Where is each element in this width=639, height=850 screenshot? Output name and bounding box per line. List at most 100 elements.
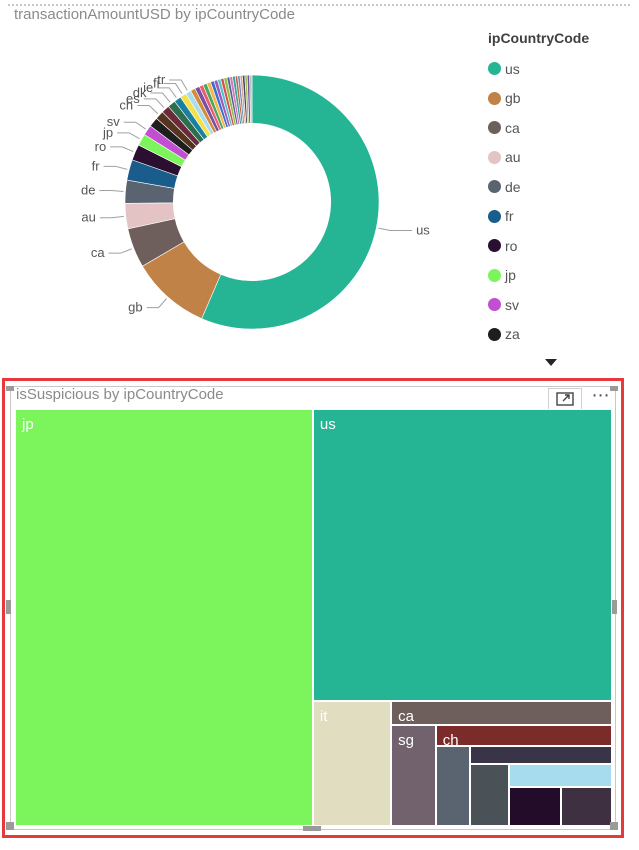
donut-leader-line	[123, 121, 146, 130]
legend-marker	[488, 121, 501, 135]
resize-handle-top-right[interactable]	[610, 386, 618, 391]
treemap-selection-frame	[2, 378, 624, 838]
donut-chart-title: transactionAmountUSD by ipCountryCode	[14, 6, 295, 23]
legend-item-ro[interactable]: ro	[488, 231, 628, 261]
legend-label: jp	[505, 267, 516, 284]
donut-slices	[124, 74, 380, 330]
resize-handle-bottom[interactable]	[303, 826, 321, 831]
donut-legend: ipCountryCode us gb ca au de fr ro jp sv za	[488, 30, 628, 349]
legend-item-de[interactable]: de	[488, 172, 628, 202]
legend-label: ca	[505, 119, 520, 136]
donut-leader-line	[163, 83, 183, 94]
treemap-label-ch: ch	[442, 731, 459, 749]
legend-marker	[488, 150, 501, 164]
legend-title: ipCountryCode	[488, 30, 590, 46]
donut-label-gb: gb	[128, 300, 142, 315]
legend-item-gb[interactable]: gb	[488, 84, 628, 114]
treemap-tile-c7[interactable]	[435, 746, 470, 826]
treemap-chart[interactable]: jp us it ca sg ch	[15, 409, 612, 826]
donut-label-tr: tr	[157, 72, 166, 87]
treemap-tile-c9[interactable]	[469, 764, 509, 826]
legend-marker	[488, 91, 501, 105]
treemap-label-it: it	[319, 707, 328, 725]
legend-item-jp[interactable]: jp	[488, 261, 628, 291]
donut-label-ca: ca	[91, 245, 106, 260]
donut-label-ro: ro	[95, 139, 107, 154]
donut-label-sv: sv	[107, 114, 121, 129]
donut-leader-line	[157, 87, 177, 98]
donut-label-fi: fi	[153, 76, 160, 91]
focus-mode-icon	[556, 392, 574, 406]
legend-label: gb	[505, 90, 521, 107]
donut-leader-line	[99, 215, 124, 219]
treemap-tile-c10[interactable]	[508, 764, 612, 788]
donut-leader-line	[110, 146, 134, 153]
resize-handle-bottom-left[interactable]	[6, 822, 14, 830]
legend-label: za	[505, 326, 520, 343]
treemap-tile-sg[interactable]: sg	[391, 724, 436, 826]
treemap-tile-c12[interactable]	[561, 787, 612, 826]
donut-leader-line	[378, 227, 413, 232]
donut-leader-line	[99, 190, 124, 192]
legend-label: sv	[505, 296, 519, 313]
donut-label-ie: ie	[143, 80, 153, 95]
donut-leader-line	[146, 298, 167, 309]
treemap-tile-ca[interactable]: ca	[391, 700, 612, 725]
treemap-tile-c8[interactable]	[469, 746, 612, 765]
treemap-label-sg: sg	[398, 731, 414, 749]
legend-marker	[488, 62, 501, 76]
legend-marker	[488, 327, 501, 341]
legend-item-za[interactable]: za	[488, 320, 628, 350]
treemap-label-us: us	[319, 416, 336, 433]
donut-label-ch: ch	[119, 98, 133, 113]
legend-item-us[interactable]: us	[488, 54, 628, 84]
donut-label-jp: jp	[102, 125, 113, 140]
legend-label: au	[505, 149, 521, 166]
donut-label-dk: dk	[133, 85, 147, 100]
legend-label: us	[505, 60, 520, 77]
legend-item-sv[interactable]: sv	[488, 290, 628, 320]
more-options-icon[interactable]: ⋯	[591, 385, 611, 405]
resize-handle-right[interactable]	[612, 600, 617, 614]
resize-handle-bottom-right[interactable]	[610, 822, 618, 830]
treemap-tile-jp[interactable]: jp	[15, 409, 313, 826]
donut-leader-line	[143, 98, 165, 109]
legend-marker	[488, 268, 501, 282]
donut-slice-o20[interactable]	[249, 74, 253, 124]
resize-handle-top-left[interactable]	[6, 386, 14, 391]
legend-item-fr[interactable]: fr	[488, 202, 628, 232]
treemap-label-ca: ca	[398, 707, 414, 725]
treemap-chart-title: isSuspicious by ipCountryCode	[16, 386, 224, 403]
legend-marker	[488, 209, 501, 223]
legend-label: de	[505, 178, 521, 195]
legend-label: ro	[505, 237, 518, 254]
treemap-tile-us[interactable]: us	[312, 409, 612, 701]
donut-label-es: es	[126, 91, 140, 106]
donut-leader-line	[137, 105, 159, 115]
donut-label-fr: fr	[92, 158, 101, 173]
treemap-tile-it[interactable]: it	[312, 700, 392, 826]
legend-marker	[488, 239, 501, 253]
donut-label-de: de	[81, 183, 95, 198]
treemap-label-jp: jp	[22, 416, 34, 433]
donut-leader-line	[103, 165, 128, 170]
legend-item-ca[interactable]: ca	[488, 113, 628, 143]
donut-leader-line	[108, 248, 132, 254]
legend-marker	[488, 298, 501, 312]
resize-handle-left[interactable]	[6, 600, 11, 614]
focus-mode-button[interactable]	[548, 388, 582, 410]
donut-label-us: us	[416, 223, 430, 238]
legend-item-au[interactable]: au	[488, 143, 628, 173]
donut-leader-line	[117, 132, 140, 140]
treemap-tile-ch[interactable]: ch	[435, 724, 612, 749]
treemap-tile-c11[interactable]	[508, 787, 562, 826]
donut-slice-us[interactable]	[201, 74, 380, 330]
legend-label: fr	[505, 208, 514, 225]
visual-top-border	[8, 4, 630, 6]
donut-label-au: au	[81, 210, 95, 225]
donut-leader-line	[169, 79, 188, 91]
legend-scroll-down-icon[interactable]	[545, 359, 557, 366]
legend-marker	[488, 180, 501, 194]
